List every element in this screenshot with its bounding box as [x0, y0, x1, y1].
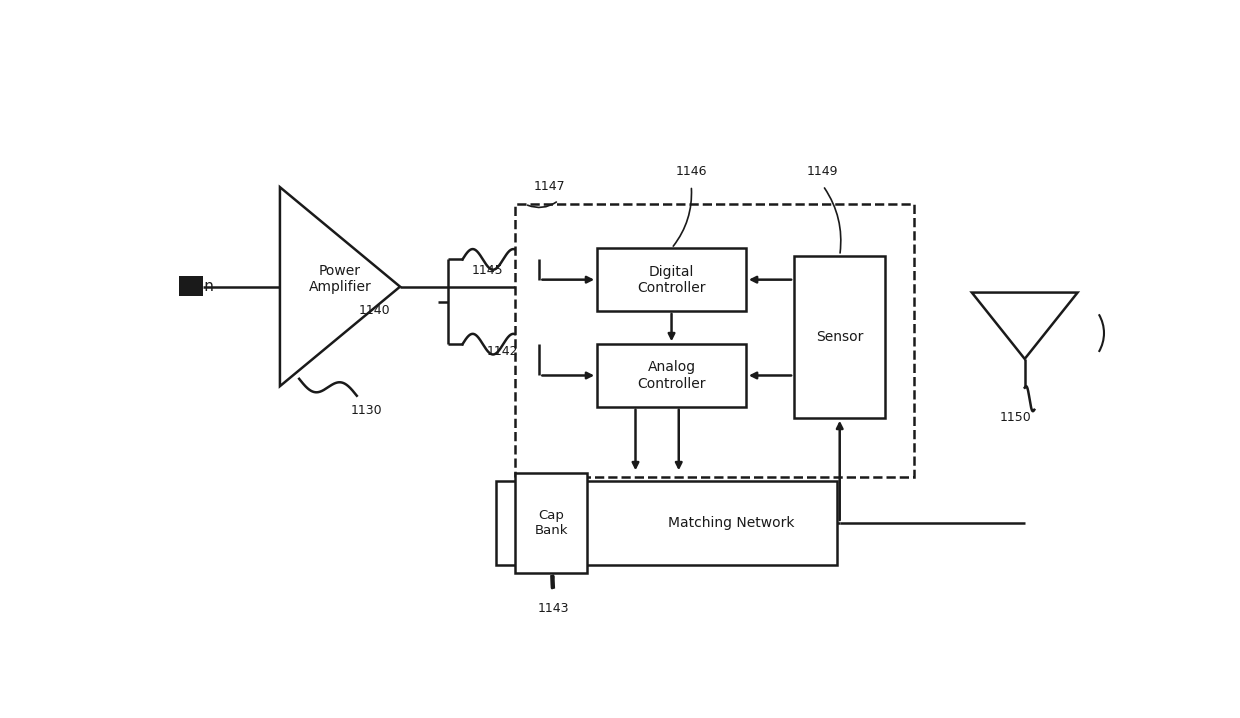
Text: Cap
Bank: Cap Bank	[534, 509, 568, 537]
Text: 1145: 1145	[472, 264, 503, 277]
Text: Sensor: Sensor	[816, 330, 863, 344]
Text: 1130: 1130	[351, 404, 382, 417]
Text: Power
Amplifier: Power Amplifier	[309, 264, 371, 294]
Text: 1142: 1142	[486, 345, 518, 358]
Bar	[596, 248, 746, 311]
Bar	[496, 480, 837, 565]
Bar	[179, 276, 203, 297]
Bar	[794, 256, 885, 418]
Text: Vin: Vin	[191, 279, 215, 294]
Text: Matching Network: Matching Network	[668, 516, 795, 530]
Bar	[516, 204, 914, 477]
Text: 1149: 1149	[807, 165, 838, 178]
Text: Analog
Controller: Analog Controller	[637, 360, 706, 391]
Bar	[516, 473, 588, 573]
Text: 1150: 1150	[999, 411, 1030, 424]
Text: 1147: 1147	[533, 180, 565, 193]
Text: 1143: 1143	[538, 602, 569, 615]
Text: 1146: 1146	[676, 165, 707, 178]
Text: Digital
Controller: Digital Controller	[637, 264, 706, 295]
Bar	[596, 344, 746, 407]
Text: 1140: 1140	[358, 304, 391, 317]
